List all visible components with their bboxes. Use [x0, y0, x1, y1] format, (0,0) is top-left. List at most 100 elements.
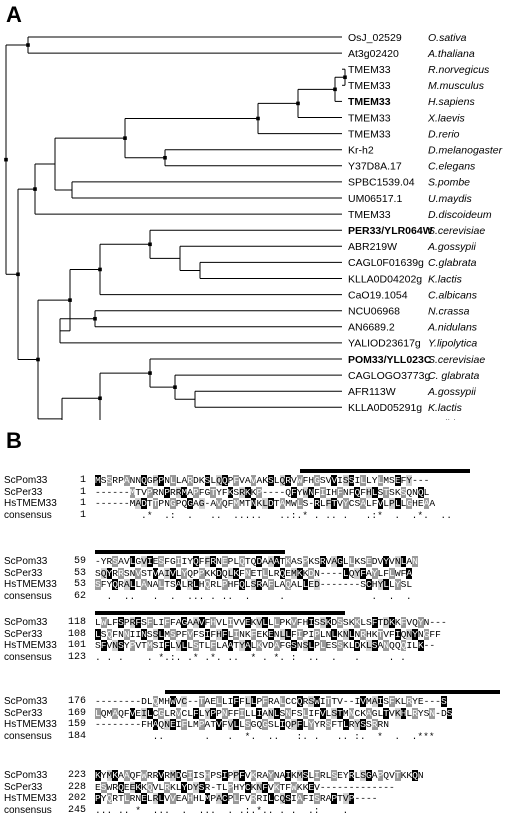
tm-domain-bar: [165, 690, 500, 694]
sequence-residues: SFYQRALLANALTSALRLHQRLPHFQLSRAFLAQALLED-…: [95, 579, 413, 590]
taxon-species-label: C.glabrata: [428, 257, 477, 269]
sequence-name: ScPom33: [4, 617, 48, 628]
taxon-gene-label: CAGLOGO3773g: [348, 370, 430, 382]
sequence-start: 108: [67, 628, 86, 640]
taxon-gene-label: TMEM33: [348, 128, 391, 140]
taxon-species-label: N.crassa: [428, 306, 470, 318]
sequence-start: 123: [67, 651, 86, 663]
sequence-start: 53: [73, 579, 86, 590]
sequence-start: 176: [67, 696, 86, 707]
taxon-gene-label: Kr-h2: [348, 145, 374, 157]
sequence-name: ScPer33: [4, 781, 43, 793]
sequence-residues: -YRSAVLGVIESFGIIYQFFRNEPLQTQDAAATKASPKSR…: [95, 556, 418, 567]
tree-node: [98, 396, 102, 401]
sequence-start: 1: [79, 486, 86, 498]
sequence-start: 1: [79, 509, 86, 521]
taxon-gene-label: CaO19.12000: [348, 418, 414, 420]
sequence-residues: KYMKAAQFWRRVRMDGIISHPSIPPFVKRAYNAIKMSLIR…: [95, 770, 424, 781]
taxon-species-label: C.albicans: [428, 289, 478, 301]
tree-node: [4, 157, 8, 162]
consensus-line: .* .: . .. ..... ..:.* . .. . .:* . .*. …: [95, 509, 452, 521]
taxon-gene-label: TMEM33: [348, 64, 391, 76]
sequence-start: 1: [79, 475, 86, 486]
sequence-name: ScPom33: [4, 475, 48, 486]
taxon-species-label: S.cerevisiae: [428, 225, 485, 237]
taxon-gene-label: CAGL0F01639g: [348, 257, 424, 269]
taxon-gene-label: PER33/YLR064W: [348, 225, 433, 237]
tree-node: [343, 75, 347, 80]
tree-node: [68, 298, 72, 302]
taxon-species-label: S.pombe: [428, 177, 470, 189]
taxon-species-label: D.rerio: [428, 128, 460, 140]
sequence-name: consensus: [4, 730, 52, 742]
taxon-species-label: K.lactis: [428, 273, 463, 285]
taxon-species-label: X.laevis: [427, 112, 466, 124]
taxon-species-label: D.discoideum: [428, 209, 492, 221]
sequence-name: ScPer33: [4, 486, 43, 498]
sequence-start: 101: [67, 640, 86, 651]
taxon-species-label: C.albicans: [428, 418, 478, 420]
sequence-start: 159: [67, 719, 86, 730]
tree-node: [296, 101, 300, 106]
sequence-residues: LQMAQFVEILCGLRVCLFLYPPNFFILLIANLSNFSLIFV…: [95, 707, 453, 719]
sequence-residues: LWLFSPRFSFLIFFAGAAVFHVLIVVEKVLLLPKVFHISS…: [95, 617, 447, 628]
phylogenetic-tree: OsJ_02529 O.sativa At3g02420 A.thaliana TMEM…: [4, 32, 503, 420]
taxon-gene-label: YALIOD23617g: [348, 338, 421, 350]
consensus-line: ... .. * ... . ... . .:.*.. . . .: .: [95, 804, 349, 816]
sequence-name: consensus: [4, 651, 52, 663]
taxon-gene-label: NCU06968: [348, 306, 400, 318]
taxon-species-label: O.sativa: [428, 32, 467, 44]
sequence-name: consensus: [4, 590, 52, 602]
sequence-name: ScPom33: [4, 556, 48, 567]
sequence-name: HsTMEM33: [4, 719, 57, 730]
tree-node: [26, 43, 30, 47]
panel-letter-a: A: [6, 2, 22, 27]
tree-node: [16, 272, 20, 277]
sequence-name: ScPer33: [4, 628, 43, 640]
taxon-gene-label: AFR113W: [348, 386, 396, 398]
sequence-start: 169: [67, 707, 86, 719]
taxon-gene-label: KLLA0D04202g: [348, 273, 422, 285]
tm-domain-bar: [95, 550, 285, 554]
sequence-residues: MSSRPANNQGPPNLLARDKSLQQPFVAVAKSLQRVWFHGS…: [95, 475, 430, 486]
sequence-residues: SFVNSYPVTMSIFLVLLSTLFLAATYALKVDAFGSNSLPL…: [95, 640, 436, 651]
sequence-name: HsTMEM33: [4, 579, 57, 590]
taxon-species-label: H.sapiens: [428, 96, 475, 108]
tree-node: [33, 187, 37, 191]
taxon-species-label: A.thaliana: [427, 48, 475, 60]
taxon-gene-label: UM06517.1: [348, 193, 402, 205]
consensus-line: . . . . *.:. .* .*. .. * . *. : .. . . .…: [95, 651, 406, 663]
taxon-species-label: D.melanogaster: [428, 145, 503, 157]
sequence-start: 118: [67, 617, 86, 628]
sequence-residues: --------DLQMHWVC--TAELLIFFLLPFRALCCQRSWI…: [95, 696, 447, 707]
taxon-gene-label: AN6689.2: [348, 322, 395, 334]
tree-node: [256, 116, 260, 121]
taxon-species-label: C.elegans: [428, 161, 476, 173]
sequence-start: 202: [67, 793, 86, 804]
tree-node: [93, 316, 97, 321]
sequence-residues: --------FHAQNEIFLMPATVFVLLSGQGSLIQPFLYYR…: [95, 719, 390, 730]
sequence-residues: ------MTVPRNPRRMAPFGTYFKSRKKP----QFYWNFI…: [95, 486, 430, 498]
sequence-name: consensus: [4, 509, 52, 521]
taxon-species-label: U.maydis: [428, 193, 473, 205]
taxon-gene-label: TMEM33: [348, 209, 391, 221]
sequence-name: HsTMEM33: [4, 498, 57, 509]
tree-node: [148, 371, 152, 375]
taxon-species-label: A.gossypii: [427, 241, 477, 253]
sequence-start: 62: [73, 590, 86, 602]
sequence-name: ScPom33: [4, 770, 48, 781]
taxon-gene-label: Y37D8A.17: [348, 161, 402, 173]
sequence-residues: SQYRRSNVSTVAIVLYQPPKKDQLKFNETLLRQEMKKDN-…: [95, 567, 413, 579]
sequence-start: 223: [67, 770, 86, 781]
sequence-residues: ------MADTTPNGPQGAG-AVQFMMTNKLDTAMWLS-RL…: [95, 498, 436, 509]
sequence-name: ScPer33: [4, 567, 43, 579]
taxon-gene-label: At3g02420: [348, 48, 399, 60]
taxon-gene-label: SPBC1539.04: [348, 177, 415, 189]
sequence-residues: LSQFNNIINSSLMSPFVFSIFHFLINKFEKENLLFIPIPL…: [95, 628, 441, 640]
sequence-start: 53: [73, 567, 86, 579]
sequence-residues: PYQRTLRNELRLVVEAHHLMPACPLFVRRILCQSIAFISR…: [95, 793, 378, 804]
sequence-start: 59: [73, 556, 86, 567]
taxon-gene-label: TMEM33: [348, 112, 391, 124]
taxon-gene-label: TMEM33: [348, 80, 391, 92]
